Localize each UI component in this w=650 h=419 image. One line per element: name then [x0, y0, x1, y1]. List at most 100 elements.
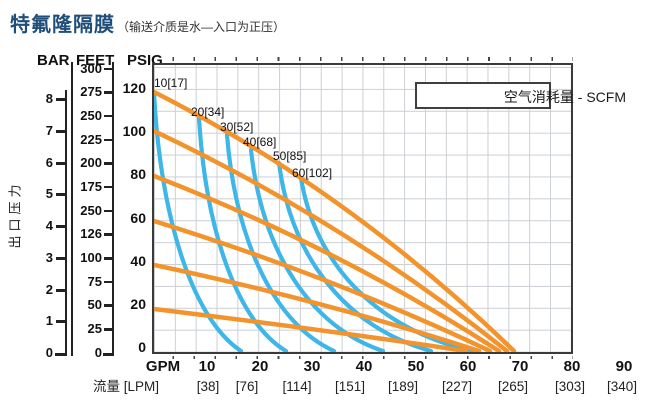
bar-axis-foot [55, 353, 67, 356]
feet-tick-label: 0 [94, 345, 102, 360]
y-axis-label: 出口压力 [7, 180, 23, 249]
lpm-tick-label: [38] [196, 379, 220, 394]
curve-label-40scfm: 40[68] [243, 135, 277, 149]
curve-label-50scfm: 50[85] [273, 149, 307, 163]
legend-box [415, 82, 551, 109]
air-curve-20scfm [196, 115, 289, 352]
page-title: 特氟隆隔膜 [10, 14, 115, 36]
feet-tick [104, 67, 113, 70]
bar-tick [56, 224, 66, 228]
feet-tick [104, 162, 113, 165]
feet-tick [104, 209, 113, 212]
x-tick-label: 90 [615, 358, 633, 375]
pressure-curve-80psi [154, 173, 502, 352]
lpm-tick-label: [151] [334, 379, 366, 394]
bar-tick [56, 256, 66, 260]
feet-tick [104, 304, 113, 307]
x-tick-label: 80 [563, 358, 581, 375]
psig-tick-label: 20 [130, 296, 146, 312]
bar-tick [56, 319, 66, 323]
lpm-tick-label: [114] [282, 379, 312, 394]
bottom-tick-marks [153, 356, 573, 359]
x-tick-label: 40 [355, 358, 373, 375]
unit-header-feet: FEET [76, 52, 115, 69]
lpm-tick-label: [76] [235, 379, 259, 394]
feet-tick-label: 300 [80, 61, 102, 76]
feet-axis-right-line [112, 62, 114, 356]
feet-tick [104, 114, 113, 117]
curve-label-20scfm: 20[34] [191, 105, 225, 119]
curves-canvas [154, 89, 517, 352]
bar-tick [56, 97, 66, 101]
feet-tick-label: 250 [80, 108, 102, 123]
feet-tick-label: 126 [80, 226, 102, 241]
pressure-curve-40psi [154, 262, 482, 352]
feet-tick [104, 185, 113, 188]
air-curve-30scfm [224, 132, 337, 352]
curve-label-30scfm: 30[52] [220, 120, 254, 134]
bar-tick-label: 1 [45, 313, 53, 328]
x-tick-label: 30 [303, 358, 321, 375]
feet-tick-label: 100 [80, 250, 102, 265]
air-curve-60scfm [298, 175, 476, 352]
bar-tick [56, 288, 66, 292]
bar-tick-label: 8 [45, 91, 53, 106]
bar-tick-label: 4 [45, 218, 53, 233]
pressure-curve-20psi [154, 306, 469, 352]
feet-tick-label: 250 [80, 203, 102, 218]
bar-tick-label: 7 [45, 123, 53, 138]
feet-tick-label: 75 [87, 274, 102, 289]
feet-tick [104, 328, 113, 331]
psig-tick-label: 100 [122, 123, 146, 139]
air-curve-40scfm [248, 147, 386, 352]
x-tick-label: 70 [511, 358, 529, 375]
pressure-curve-60psi [154, 218, 493, 352]
lpm-tick-label: [303] [554, 379, 586, 394]
x-tick-label: 10 [198, 358, 216, 375]
feet-tick [104, 138, 113, 141]
x-axis-unit: GPM [145, 358, 181, 375]
psig-tick-label: 80 [130, 166, 146, 182]
feet-tick-label: 50 [87, 297, 102, 312]
unit-header-bar: BAR [37, 52, 70, 69]
feet-axis-foot [103, 353, 114, 356]
bar-tick-label: 2 [45, 282, 53, 297]
bar-tick [56, 129, 66, 133]
bar-axis-line [65, 90, 67, 356]
psig-tick-label: 120 [122, 80, 146, 96]
air-curve-10scfm [154, 90, 244, 352]
lpm-tick-label: [340] [606, 379, 638, 394]
bar-tick-label: 3 [45, 250, 53, 265]
feet-tick [104, 257, 113, 260]
feet-tick-label: 225 [80, 132, 102, 147]
page-title-note: （输送介质是水—入口为正压） [117, 20, 286, 34]
psig-tick-label: 40 [130, 253, 146, 269]
feet-axis-left-line [71, 62, 73, 356]
pressure-curve-120psi [154, 89, 517, 352]
feet-tick-label: 175 [80, 179, 102, 194]
curve-label-60scfm: 60[102] [292, 166, 333, 180]
bar-tick [56, 193, 66, 196]
feet-tick [104, 233, 113, 236]
bar-tick-label: 5 [45, 186, 53, 201]
flow-unit-label: 流量 [LPM] [93, 379, 160, 394]
curve-label-10scfm: 10[17] [154, 76, 188, 90]
plot-area [152, 63, 573, 354]
x-tick-label: 50 [407, 358, 425, 375]
top-tick-marks [153, 57, 573, 61]
feet-tick-label: 200 [80, 155, 102, 170]
chart-title-row: 特氟隆隔膜 （输送介质是水—入口为正压） [10, 8, 285, 37]
feet-tick [104, 280, 113, 283]
lpm-tick-label: [189] [387, 379, 419, 394]
lpm-tick-label: [227] [441, 379, 473, 394]
lpm-tick-label: [265] [497, 379, 529, 394]
x-tick-label: 60 [459, 358, 477, 375]
psig-tick-label: 60 [130, 210, 146, 226]
pressure-curve-100psi [154, 128, 510, 352]
feet-tick-label: 275 [80, 84, 102, 99]
legend-label: 空气消耗量 - SCFM [503, 89, 626, 105]
bar-tick-label: 0 [45, 345, 53, 360]
bar-tick [56, 161, 66, 165]
x-tick-label: 20 [251, 358, 269, 375]
